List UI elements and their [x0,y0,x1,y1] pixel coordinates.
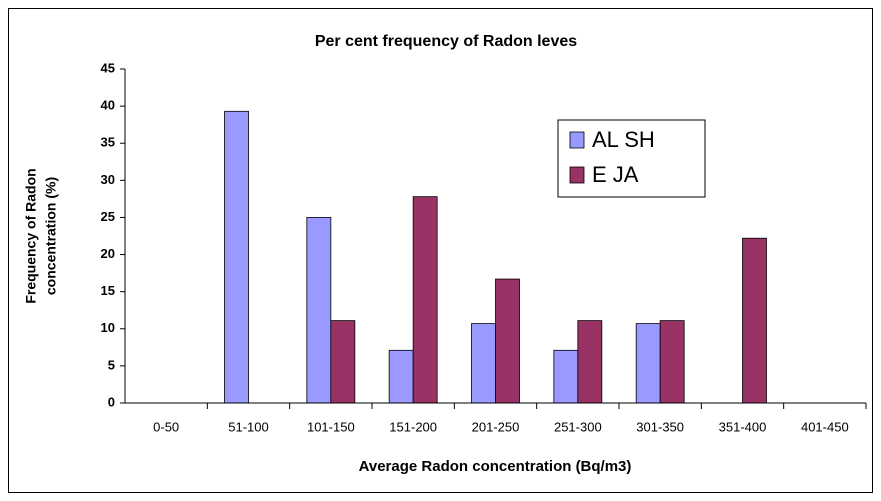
x-axis-label: Average Radon concentration (Bq/m3) [359,458,632,475]
y-tick-label: 10 [101,320,115,335]
x-tick-label: 151-200 [389,419,437,434]
y-axis-label: Frequency of Radon [23,168,39,303]
legend-label: AL SH [592,127,655,152]
legend-swatch [569,166,585,184]
y-tick-label: 30 [101,172,115,187]
bar [495,278,520,404]
bar [412,196,438,404]
bar [742,237,767,404]
bar [330,320,356,404]
bar [659,320,685,404]
y-axis-label: concentration (%) [43,177,59,295]
y-tick-label: 15 [101,283,115,298]
x-tick-label: 101-150 [307,419,355,434]
x-tick-label: 251-300 [554,419,602,434]
bar [577,320,603,404]
y-tick-label: 20 [101,246,115,261]
x-tick-label: 0-50 [153,419,179,434]
y-tick-label: 35 [101,135,115,150]
y-tick-label: 40 [101,98,115,113]
x-tick-label: 201-250 [472,419,520,434]
x-tick-label: 351-400 [719,419,767,434]
legend-label: E JA [592,162,639,187]
x-tick-label: 301-350 [636,419,684,434]
bar [471,323,496,404]
bar [388,349,414,404]
y-tick-label: 45 [101,60,115,75]
bar [635,323,661,404]
bar [553,349,579,404]
y-tick-label: 0 [108,394,115,409]
legend-swatch [569,131,585,149]
x-tick-label: 401-450 [801,419,849,434]
x-tick-label: 51-100 [228,419,268,434]
chart-frame [8,8,873,493]
chart-title: Per cent frequency of Radon leves [315,33,577,50]
bar [306,217,332,404]
y-tick-label: 5 [108,357,115,372]
bar [224,110,249,404]
y-tick-label: 25 [101,209,115,224]
